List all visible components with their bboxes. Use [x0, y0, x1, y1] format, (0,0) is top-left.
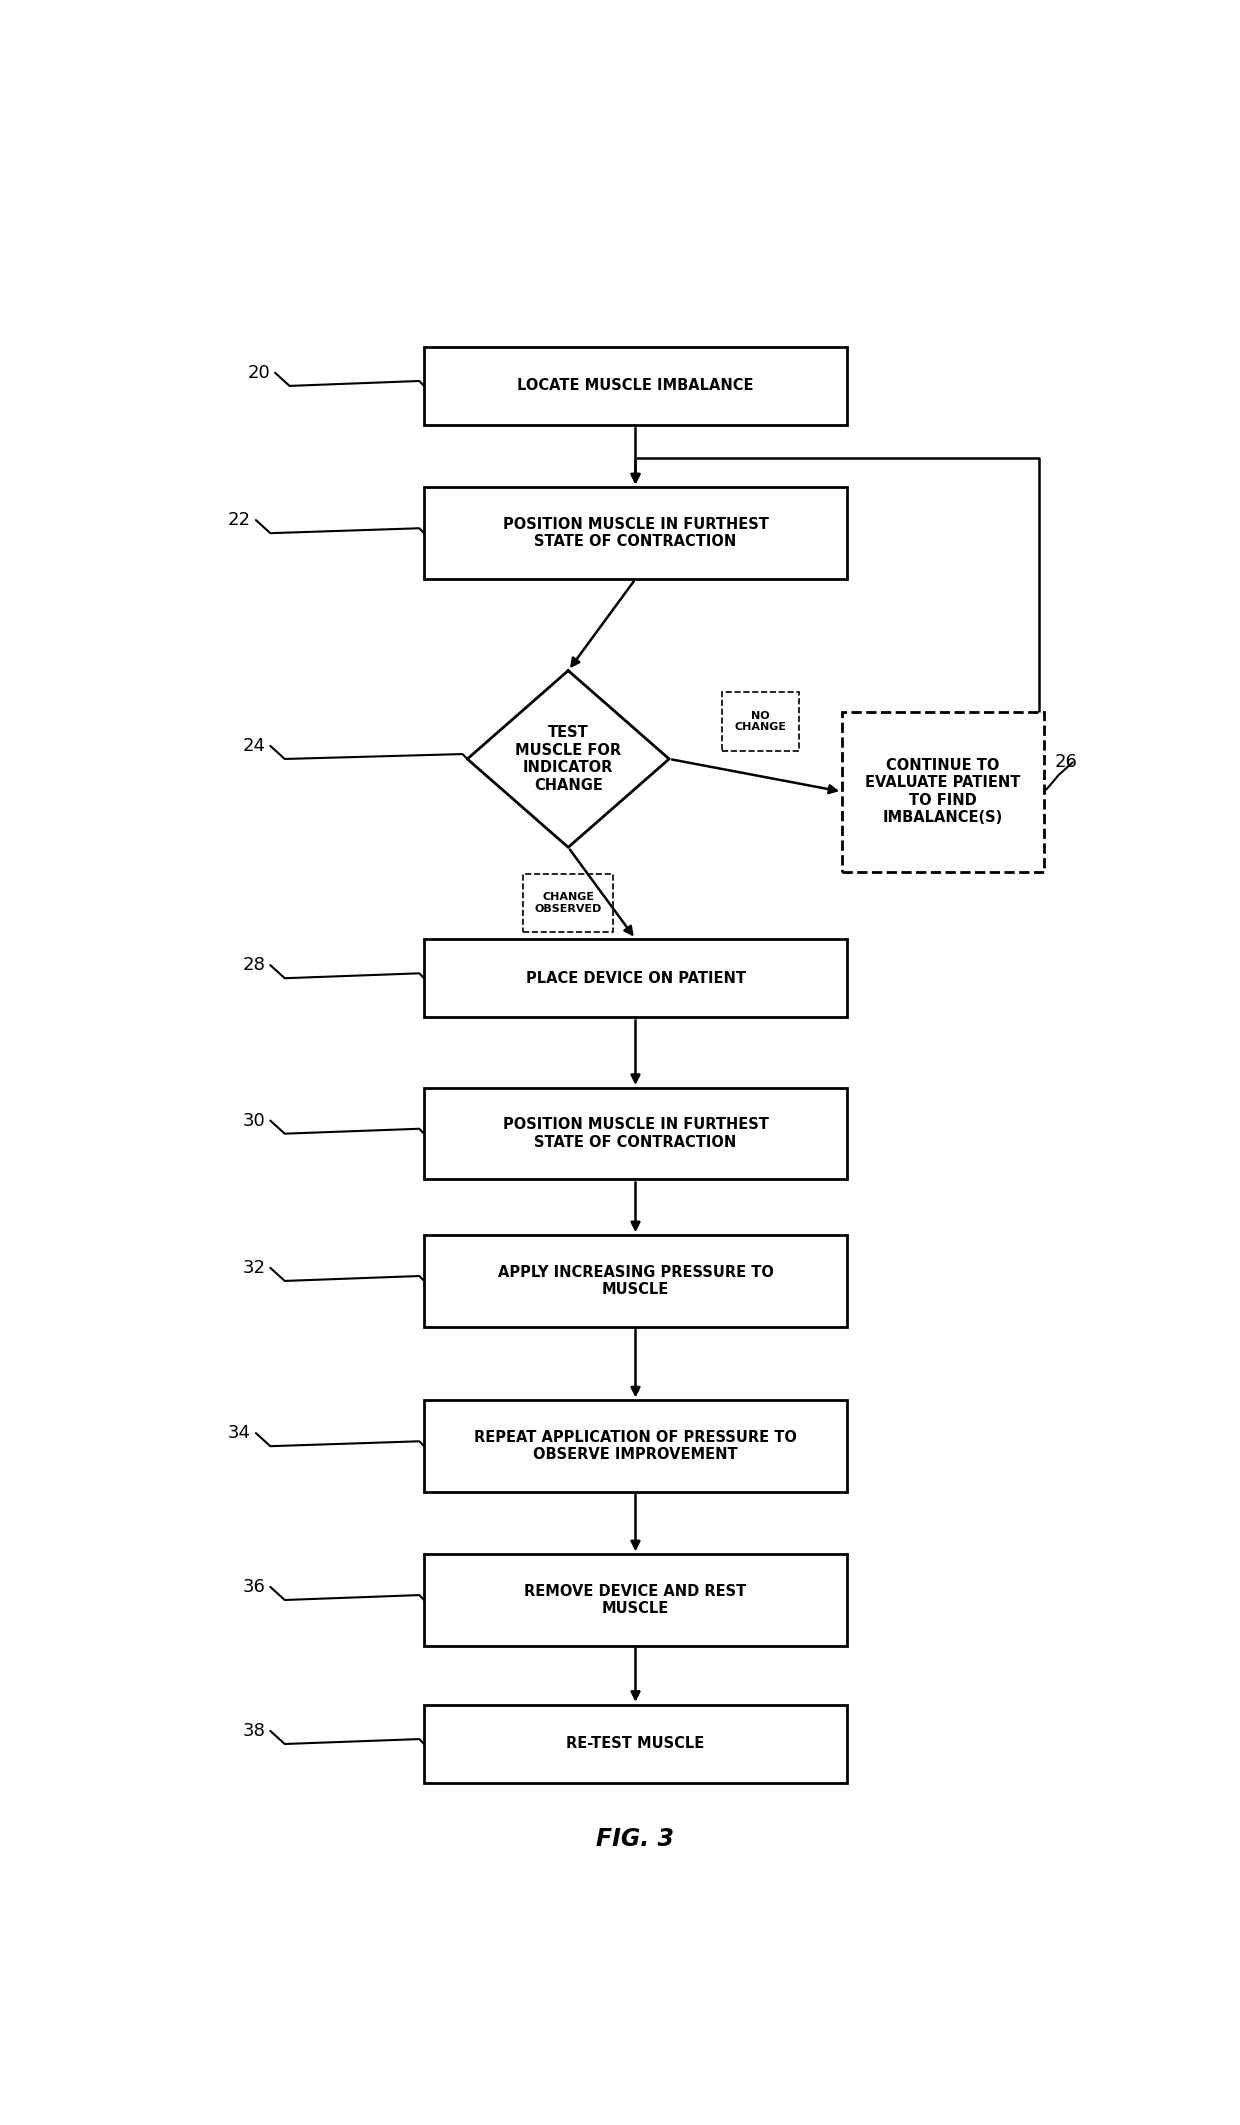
Text: APPLY INCREASING PRESSURE TO
MUSCLE: APPLY INCREASING PRESSURE TO MUSCLE	[497, 1264, 774, 1296]
FancyBboxPatch shape	[424, 346, 847, 425]
FancyBboxPatch shape	[424, 939, 847, 1018]
Text: 30: 30	[243, 1111, 265, 1130]
FancyBboxPatch shape	[842, 712, 1044, 871]
Text: 26: 26	[1055, 752, 1078, 771]
Text: CONTINUE TO
EVALUATE PATIENT
TO FIND
IMBALANCE(S): CONTINUE TO EVALUATE PATIENT TO FIND IMB…	[866, 759, 1021, 824]
Text: TEST
MUSCLE FOR
INDICATOR
CHANGE: TEST MUSCLE FOR INDICATOR CHANGE	[515, 725, 621, 793]
Text: RE-TEST MUSCLE: RE-TEST MUSCLE	[567, 1736, 704, 1751]
FancyBboxPatch shape	[424, 1400, 847, 1492]
Text: LOCATE MUSCLE IMBALANCE: LOCATE MUSCLE IMBALANCE	[517, 378, 754, 393]
FancyBboxPatch shape	[722, 693, 799, 750]
Text: CHANGE
OBSERVED: CHANGE OBSERVED	[534, 892, 601, 914]
Text: 38: 38	[243, 1721, 265, 1740]
Text: NO
CHANGE: NO CHANGE	[734, 710, 786, 733]
FancyBboxPatch shape	[424, 1553, 847, 1645]
FancyBboxPatch shape	[424, 1088, 847, 1179]
Text: 32: 32	[243, 1258, 265, 1277]
Text: 22: 22	[228, 512, 250, 529]
FancyBboxPatch shape	[424, 1235, 847, 1326]
FancyBboxPatch shape	[523, 873, 614, 933]
Text: REPEAT APPLICATION OF PRESSURE TO
OBSERVE IMPROVEMENT: REPEAT APPLICATION OF PRESSURE TO OBSERV…	[474, 1430, 797, 1462]
Text: 24: 24	[243, 737, 265, 754]
Text: 20: 20	[248, 363, 270, 382]
FancyBboxPatch shape	[424, 487, 847, 578]
Text: POSITION MUSCLE IN FURTHEST
STATE OF CONTRACTION: POSITION MUSCLE IN FURTHEST STATE OF CON…	[502, 516, 769, 550]
Text: 28: 28	[243, 956, 265, 973]
Text: 34: 34	[228, 1424, 250, 1443]
Text: POSITION MUSCLE IN FURTHEST
STATE OF CONTRACTION: POSITION MUSCLE IN FURTHEST STATE OF CON…	[502, 1118, 769, 1150]
Text: REMOVE DEVICE AND REST
MUSCLE: REMOVE DEVICE AND REST MUSCLE	[525, 1583, 746, 1617]
Text: PLACE DEVICE ON PATIENT: PLACE DEVICE ON PATIENT	[526, 971, 745, 986]
Text: 36: 36	[243, 1579, 265, 1596]
FancyBboxPatch shape	[424, 1704, 847, 1783]
Text: FIG. 3: FIG. 3	[596, 1828, 675, 1851]
